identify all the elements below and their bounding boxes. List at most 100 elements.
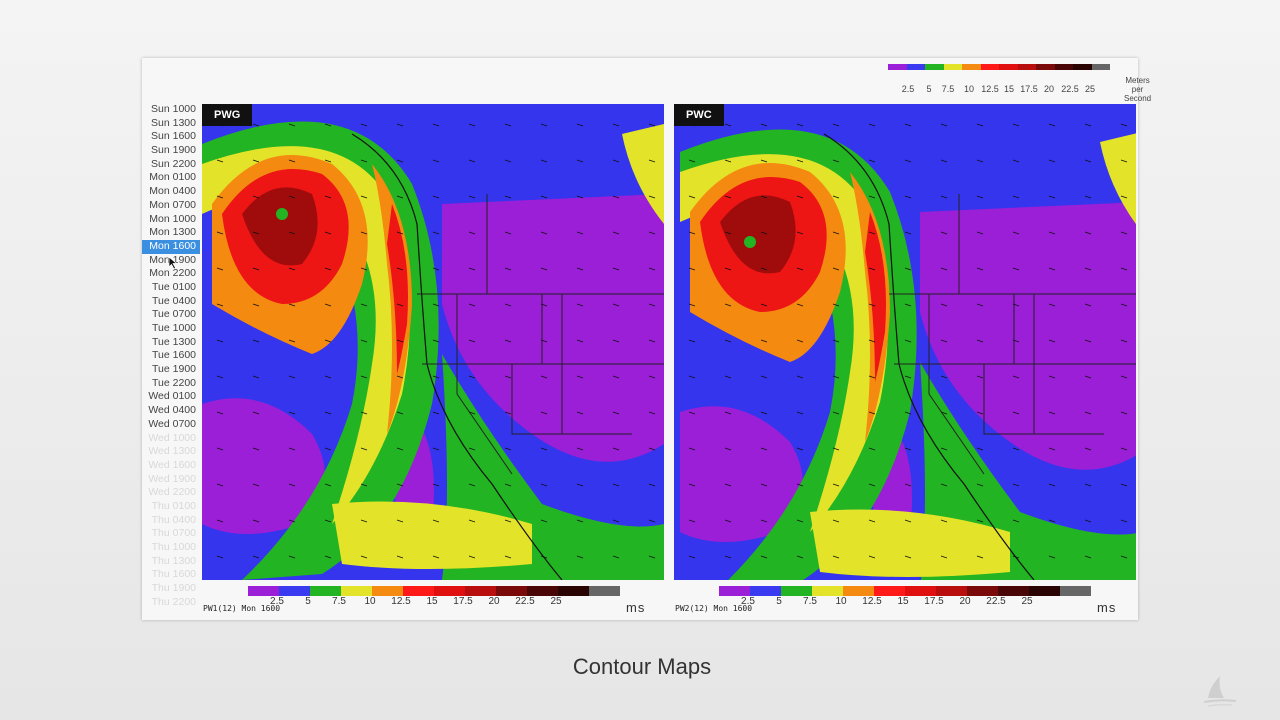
wind-arrow: [832, 339, 840, 343]
map-pwc[interactable]: PWC: [674, 104, 1136, 580]
legend-tick-label: 2.5: [901, 84, 915, 94]
time-step-item[interactable]: Mon 0700: [149, 198, 196, 211]
wind-arrow: [396, 483, 404, 487]
wind-arrow: [468, 303, 476, 307]
wind-arrow: [1120, 267, 1128, 271]
legend-tick-label: 20: [1043, 84, 1055, 94]
legend-tick-label: 7.5: [803, 596, 817, 607]
legend-tick-label: 5: [305, 596, 311, 607]
time-step-item[interactable]: Tue 0700: [152, 308, 196, 321]
unit-line: Meters: [1125, 76, 1150, 85]
time-step-item[interactable]: Mon 1300: [149, 226, 196, 239]
wind-arrow: [648, 555, 656, 559]
time-step-item[interactable]: Mon 1600: [142, 239, 200, 254]
wind-arrow: [1084, 123, 1092, 127]
map-pwg[interactable]: PWG: [202, 104, 664, 580]
wind-arrow: [252, 123, 260, 127]
wind-arrow: [1012, 375, 1020, 379]
time-step-item[interactable]: Wed 0700: [148, 417, 196, 430]
wind-arrow: [760, 159, 768, 163]
time-step-item[interactable]: Mon 2200: [149, 267, 196, 280]
wind-arrow: [1048, 411, 1056, 415]
wind-arrow: [904, 159, 912, 163]
wind-arrow: [832, 375, 840, 379]
colorbar-swatch: [998, 586, 1029, 596]
wind-arrow: [1120, 447, 1128, 451]
colorbar-swatch: [496, 586, 527, 596]
wind-arrow: [324, 159, 332, 163]
time-step-item[interactable]: Tue 1600: [152, 349, 196, 362]
storm-eye: [276, 208, 288, 220]
wind-arrow: [1048, 123, 1056, 127]
time-step-item[interactable]: Sun 1600: [151, 130, 196, 143]
legend-tick-label: 15: [426, 596, 438, 607]
wind-arrow: [288, 231, 296, 235]
wind-arrow: [396, 339, 404, 343]
wind-arrow: [648, 231, 656, 235]
colorbar-swatch: [962, 64, 981, 70]
time-step-item[interactable]: Mon 0400: [149, 185, 196, 198]
storm-eye: [744, 236, 756, 248]
wind-arrow: [868, 267, 876, 271]
wind-arrow: [1084, 195, 1092, 199]
time-step-item[interactable]: Tue 1300: [152, 335, 196, 348]
time-step-item[interactable]: Sun 1300: [151, 116, 196, 129]
time-step-item: Thu 1600: [151, 568, 196, 581]
wind-arrow: [540, 303, 548, 307]
time-step-item[interactable]: Wed 0100: [148, 390, 196, 403]
wind-arrow: [252, 411, 260, 415]
wind-arrow: [904, 519, 912, 523]
wind-arrow: [216, 519, 224, 523]
wind-arrow: [612, 159, 620, 163]
time-step-item[interactable]: Sun 2200: [151, 157, 196, 170]
wind-arrow: [724, 339, 732, 343]
time-step-item[interactable]: Tue 0100: [152, 280, 196, 293]
wind-arrow: [648, 123, 656, 127]
wind-arrow: [216, 267, 224, 271]
wind-arrow: [396, 123, 404, 127]
wind-arrow: [832, 303, 840, 307]
legend-tick-label: 12.5: [391, 596, 411, 607]
wind-arrow: [904, 123, 912, 127]
colorbar-swatch: [812, 586, 843, 596]
time-step-item[interactable]: Wed 0400: [148, 404, 196, 417]
wind-arrow: [1084, 483, 1092, 487]
time-step-item[interactable]: Tue 0400: [152, 294, 196, 307]
wind-arrow: [504, 411, 512, 415]
time-step-item[interactable]: Tue 1000: [152, 322, 196, 334]
time-step-item[interactable]: Mon 1900: [149, 253, 196, 266]
time-step-item: Thu 0100: [151, 499, 196, 512]
dark-red-core: [720, 195, 796, 274]
time-step-item[interactable]: Tue 1900: [152, 363, 196, 376]
wind-arrow: [648, 411, 656, 415]
wind-arrow: [576, 159, 584, 163]
wind-arrow: [504, 267, 512, 271]
time-step-item[interactable]: Mon 1000: [149, 212, 196, 225]
wind-arrow: [796, 303, 804, 307]
wind-arrow: [288, 555, 296, 559]
wind-arrow: [1120, 555, 1128, 559]
wind-arrow: [540, 195, 548, 199]
colorbar-swatch: [372, 586, 403, 596]
time-step-item[interactable]: Sun 1900: [151, 144, 196, 157]
forecast-time-list[interactable]: Sun 1000 Sun 1300 Sun 1600 Sun 1900 Sun 2200…: [142, 103, 200, 609]
wind-arrow: [868, 303, 876, 307]
wind-arrow: [324, 447, 332, 451]
wind-arrow: [504, 159, 512, 163]
wind-arrow: [432, 159, 440, 163]
wind-arrow: [868, 555, 876, 559]
dark-red-core: [242, 187, 318, 266]
time-step-item[interactable]: Mon 0100: [149, 171, 196, 184]
legend-tick-label: 25: [550, 596, 562, 607]
wind-arrow: [252, 375, 260, 379]
wind-arrow: [396, 231, 404, 235]
unit-line: per: [1131, 85, 1144, 94]
wind-arrow: [760, 375, 768, 379]
time-step-item[interactable]: Sun 1000: [151, 103, 196, 115]
wind-arrow: [760, 267, 768, 271]
time-step-item: Thu 1000: [151, 541, 196, 553]
wind-arrow: [832, 555, 840, 559]
time-step-item[interactable]: Tue 2200: [152, 376, 196, 389]
wind-arrow: [360, 267, 368, 271]
wind-arrow: [832, 123, 840, 127]
